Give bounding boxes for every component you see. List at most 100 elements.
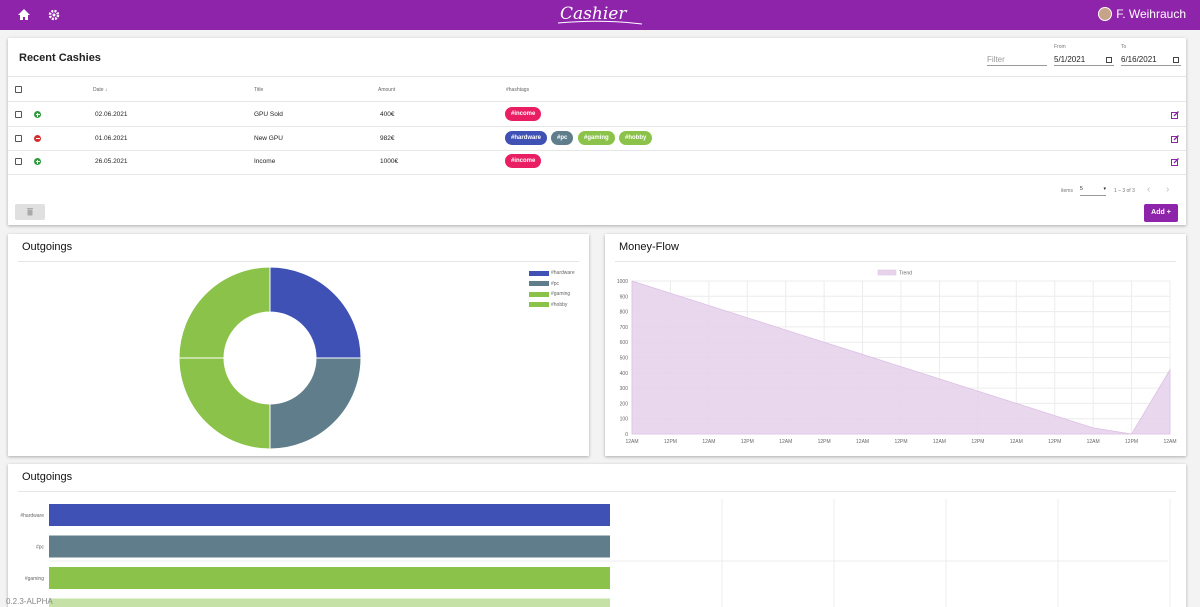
- column-hashtags[interactable]: #hashtags: [506, 87, 530, 93]
- income-icon: [34, 111, 41, 118]
- previous-page-icon[interactable]: ‹: [1147, 184, 1151, 195]
- pie-slice: [178, 266, 271, 359]
- x-tick-label: 12PM: [971, 439, 984, 445]
- delete-button[interactable]: [15, 204, 45, 220]
- y-tick-label: 300: [620, 386, 629, 392]
- row-checkbox[interactable]: [15, 158, 22, 165]
- row-checkbox[interactable]: [15, 111, 22, 118]
- y-tick-label: 900: [620, 294, 629, 300]
- pie-slice: [269, 266, 362, 359]
- calendar-icon: [1106, 57, 1112, 63]
- y-tick-label: 700: [620, 325, 629, 331]
- select-all-checkbox[interactable]: [15, 86, 22, 93]
- outgoings-bar-card: Outgoings #hardware#pc#gaming#hobby: [8, 464, 1186, 607]
- row-checkbox[interactable]: [15, 135, 22, 142]
- x-tick-label: 12AM: [933, 439, 946, 445]
- legend-item[interactable]: #hobby: [529, 302, 567, 308]
- y-tick-label: #gaming: [25, 576, 44, 582]
- to-date-field[interactable]: To 6/16/2021: [1121, 44, 1181, 66]
- next-page-icon[interactable]: ›: [1166, 184, 1170, 195]
- outgoings-pie-card: Outgoings #hardware #pc #gaming #hobby: [8, 234, 589, 456]
- edit-icon[interactable]: [1171, 158, 1179, 166]
- column-amount[interactable]: Amount: [378, 87, 396, 93]
- legend-item[interactable]: #hardware: [529, 270, 575, 276]
- outgoing-icon: [34, 135, 41, 142]
- donut-chart: [178, 266, 362, 450]
- x-tick-label: 12PM: [741, 439, 754, 445]
- money-flow-chart: 0 100 200 300 400 500 600 700 800 900 1000 12AM 12PM…: [617, 269, 1177, 445]
- top-bar: Cashier F. Weihrauch: [0, 0, 1200, 30]
- hashtag-chip[interactable]: #hobby: [619, 131, 653, 145]
- x-tick-label: 12PM: [664, 439, 677, 445]
- add-button[interactable]: Add +: [1144, 204, 1178, 222]
- row-amount: 1000€: [380, 158, 399, 165]
- legend-swatch: [877, 269, 897, 276]
- row-amount: 982€: [380, 135, 395, 142]
- filter-input[interactable]: Filter: [987, 50, 1047, 66]
- y-tick-label: 0: [625, 432, 628, 438]
- pie-slice: [178, 357, 271, 450]
- card-title: Money-Flow: [619, 241, 679, 253]
- column-title[interactable]: Title: [254, 87, 264, 93]
- chevron-down-icon: ▾: [1103, 186, 1106, 192]
- version-label: 0.2.3-ALPHA: [6, 597, 53, 606]
- x-tick-label: 12PM: [894, 439, 907, 445]
- y-tick-label: 800: [620, 310, 629, 316]
- edit-icon[interactable]: [1171, 135, 1179, 143]
- logo: Cashier: [557, 4, 643, 25]
- pie-slice: [269, 357, 362, 450]
- income-icon: [34, 158, 41, 165]
- y-tick-label: 1000: [617, 279, 628, 285]
- calendar-icon: [1173, 57, 1179, 63]
- x-tick-label: 12AM: [856, 439, 869, 445]
- row-title: Income: [254, 158, 276, 165]
- row-title: GPU Sold: [254, 111, 283, 118]
- hashtag-chip[interactable]: #pc: [551, 131, 574, 145]
- edit-icon[interactable]: [1171, 111, 1179, 119]
- home-icon[interactable]: [17, 8, 31, 22]
- money-flow-card: Money-Flow 0 100 200 300 400 500 600 700 800 900 1…: [605, 234, 1186, 456]
- y-tick-label: #pc: [36, 545, 45, 551]
- hashtag-chip[interactable]: #income: [505, 107, 542, 121]
- column-date[interactable]: Date ↓: [93, 87, 108, 93]
- bar: [49, 567, 610, 589]
- row-date: 26.05.2021: [95, 158, 128, 165]
- y-tick-label: 500: [620, 356, 629, 362]
- hashtag-chip[interactable]: #hardware: [505, 131, 548, 145]
- card-title: Outgoings: [22, 471, 73, 483]
- legend-item[interactable]: #gaming: [529, 291, 570, 297]
- items-per-page-select[interactable]: 5 ▾: [1080, 186, 1106, 196]
- hashtag-chip[interactable]: #gaming: [578, 131, 615, 145]
- x-tick-label: 12PM: [818, 439, 831, 445]
- legend-label: Trend: [899, 271, 912, 277]
- recent-cashies-card: Recent Cashies Filter From 5/1/2021 To 6…: [8, 38, 1186, 225]
- svg-text:Cashier: Cashier: [560, 4, 627, 24]
- y-tick-label: 600: [620, 340, 629, 346]
- y-tick-label: #hardware: [20, 513, 44, 519]
- x-tick-label: 12PM: [1125, 439, 1138, 445]
- user-menu[interactable]: F. Weihrauch: [1098, 7, 1186, 21]
- bar: [49, 598, 610, 607]
- hashtag-chip[interactable]: #income: [505, 154, 542, 168]
- x-tick-label: 12PM: [1048, 439, 1061, 445]
- row-date: 01.06.2021: [95, 135, 128, 142]
- row-date: 02.06.2021: [95, 111, 128, 118]
- avatar: [1098, 7, 1113, 21]
- row-amount: 400€: [380, 111, 395, 118]
- card-title: Recent Cashies: [19, 52, 101, 64]
- gear-icon[interactable]: [47, 8, 61, 22]
- legend-item[interactable]: #pc: [529, 281, 559, 287]
- outgoings-bar-chart: #hardware#pc#gaming#hobby: [20, 499, 1171, 607]
- x-tick-label: 12AM: [625, 439, 638, 445]
- items-per-page-label: items: [1061, 188, 1073, 194]
- user-name: F. Weihrauch: [1116, 7, 1186, 21]
- page-range: 1 – 3 of 3: [1114, 188, 1135, 194]
- x-tick-label: 12AM: [779, 439, 792, 445]
- y-tick-label: 100: [620, 417, 629, 423]
- bar: [49, 504, 610, 526]
- x-tick-label: 12AM: [1010, 439, 1023, 445]
- trash-icon: [27, 208, 33, 216]
- from-date-field[interactable]: From 5/1/2021: [1054, 44, 1114, 66]
- card-title: Outgoings: [22, 241, 73, 253]
- y-tick-label: 200: [620, 401, 629, 407]
